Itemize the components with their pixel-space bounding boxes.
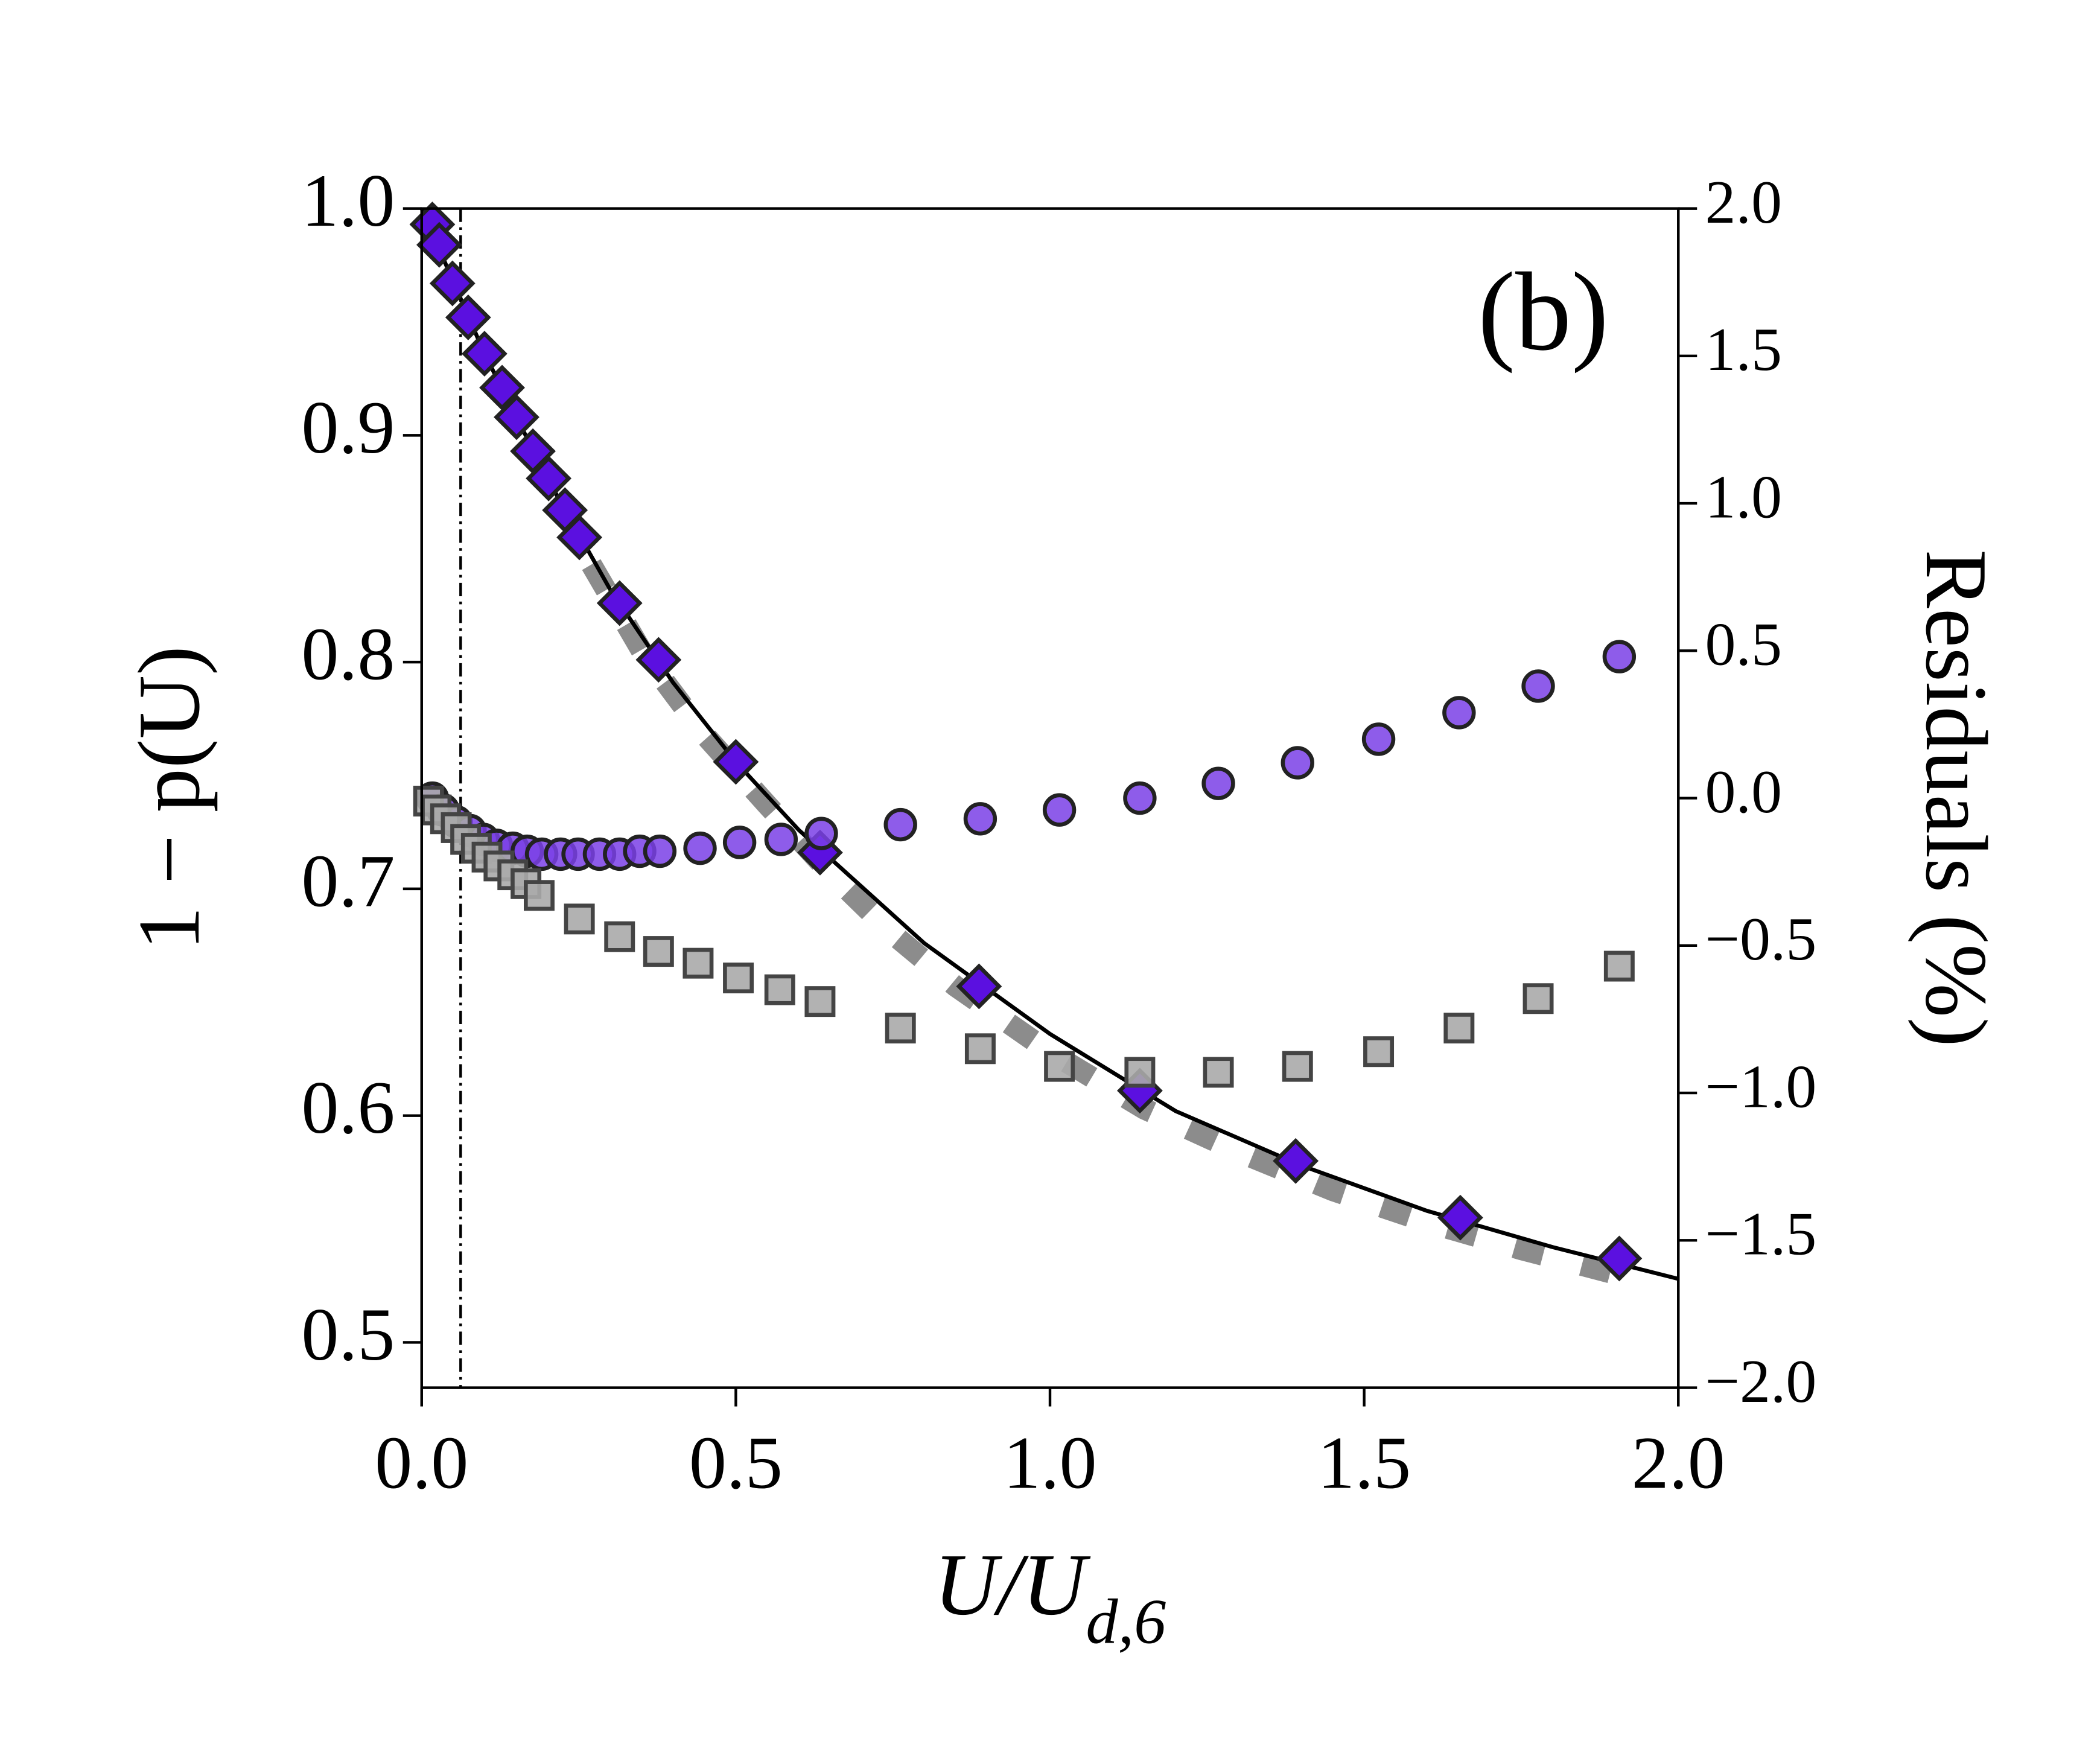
diamond-marker <box>556 514 603 561</box>
x-axis-label: U/Ud,6 <box>934 1535 1166 1657</box>
square-marker <box>564 903 595 935</box>
square-marker <box>1203 1057 1234 1088</box>
diamond-marker <box>494 394 539 441</box>
circle-marker <box>1442 696 1476 730</box>
circle-marker <box>683 831 717 865</box>
diamond-marker <box>635 637 682 683</box>
y2-tick-label: −0.5 <box>1705 905 1817 973</box>
x-tick-label: 0.0 <box>375 1421 468 1504</box>
annotation: (b) <box>1478 250 1609 374</box>
circle-marker <box>1521 669 1555 703</box>
diamond-marker <box>461 331 508 377</box>
y-tick-label: 0.8 <box>301 613 395 696</box>
circle-marker <box>1281 746 1314 780</box>
y2-tick-label: −2.0 <box>1705 1348 1817 1416</box>
circle-marker <box>764 823 798 856</box>
diamond-marker <box>416 221 462 268</box>
circle-marker <box>1361 722 1396 756</box>
square-marker <box>1044 1051 1075 1082</box>
circle-marker <box>804 816 838 850</box>
diamond-marker <box>479 364 525 411</box>
y2-tick-label: 1.0 <box>1705 463 1782 531</box>
square-marker <box>604 921 635 952</box>
square-marker <box>682 947 714 979</box>
y2-tick-label: 1.5 <box>1705 316 1782 384</box>
y-tick-label: 0.7 <box>301 839 395 922</box>
diamond-marker <box>429 260 476 307</box>
square-marker <box>885 1013 916 1044</box>
y-tick-label: 0.5 <box>301 1293 395 1376</box>
square-marker <box>1443 1013 1475 1044</box>
square-marker <box>1522 983 1554 1014</box>
plot-frame <box>420 207 1680 1389</box>
x-tick-label: 1.5 <box>1317 1421 1411 1504</box>
square-marker <box>964 1033 996 1065</box>
y2-tick-label: 0.5 <box>1705 611 1782 679</box>
x-label-sub: d,6 <box>1086 1587 1166 1658</box>
y2-tick-label: 2.0 <box>1705 168 1782 237</box>
square-marker <box>1282 1051 1313 1082</box>
y2-tick-label: −1.5 <box>1705 1200 1817 1268</box>
circle-marker <box>1602 640 1637 673</box>
diamond-marker <box>713 739 759 785</box>
y-tick-label: 0.9 <box>301 386 395 469</box>
diamond-marker <box>956 963 1002 1010</box>
square-marker <box>804 986 836 1017</box>
y-tick-label: 0.6 <box>301 1066 395 1149</box>
diamond-marker <box>526 455 572 501</box>
circle-marker <box>1042 793 1077 827</box>
square-marker <box>643 936 674 967</box>
x-tick-label: 0.5 <box>689 1421 783 1504</box>
y-tick-label: 1.0 <box>301 159 395 242</box>
diamond-marker <box>1596 1235 1643 1282</box>
x-label-main: U/U <box>934 1535 1091 1633</box>
square-marker <box>1603 950 1635 982</box>
circle-marker <box>722 826 757 859</box>
square-marker <box>764 974 795 1005</box>
x-tick-label: 1.0 <box>1003 1421 1096 1504</box>
circle-marker <box>883 807 917 842</box>
x-tick-label: 2.0 <box>1632 1421 1725 1504</box>
square-marker <box>524 880 555 911</box>
diamond-marker <box>1273 1138 1319 1184</box>
y-axis-label: 1 − p(U) <box>120 646 218 950</box>
fit-line <box>582 559 1637 1290</box>
y2-axis-label: Residuals (%) <box>1908 549 2005 1046</box>
diamond-marker <box>596 580 643 626</box>
diamond-marker <box>1437 1194 1483 1241</box>
diamond-marker <box>445 294 491 340</box>
y2-tick-label: 0.0 <box>1705 758 1782 826</box>
square-marker <box>1363 1036 1395 1068</box>
square-marker <box>723 963 754 994</box>
y2-tick-label: −1.0 <box>1705 1052 1817 1121</box>
square-marker <box>1124 1057 1156 1088</box>
circle-marker <box>1201 766 1235 800</box>
circle-marker <box>643 834 677 868</box>
circle-marker <box>1123 781 1157 815</box>
circle-marker <box>963 802 998 836</box>
